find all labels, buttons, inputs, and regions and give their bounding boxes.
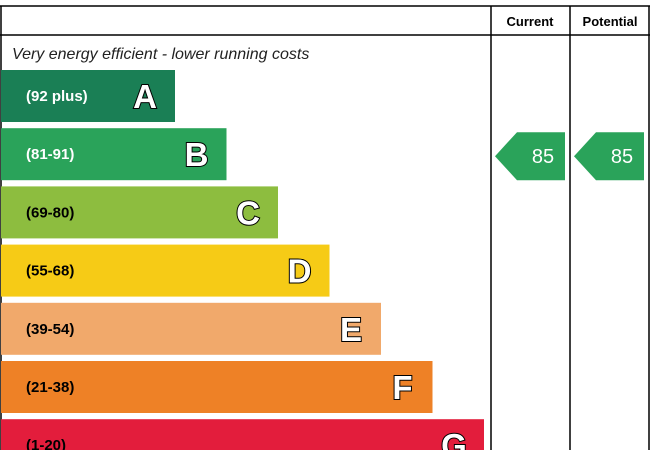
- efficiency-subtitle: Very energy efficient - lower running co…: [12, 46, 309, 63]
- band-f: (21-38) F: [1, 361, 433, 413]
- band-c-bar: [1, 186, 278, 239]
- band-c-letter: C: [236, 194, 260, 231]
- current-rating-value: 85: [532, 146, 554, 168]
- band-e-bar: [1, 302, 381, 355]
- potential-rating-marker: 85: [574, 132, 644, 181]
- band-f-range-label: (21-38): [26, 379, 74, 396]
- band-g: (1-20) G: [1, 419, 484, 450]
- current-rating-arrow: [495, 132, 565, 181]
- band-g-bar: [1, 419, 484, 450]
- potential-rating-value: 85: [611, 146, 633, 168]
- band-d-range-label: (55-68): [26, 263, 74, 280]
- band-c-range-label: (69-80): [26, 204, 74, 221]
- band-e: (39-54) E: [1, 302, 381, 355]
- current-column-header: Current: [507, 14, 555, 29]
- band-f-letter: F: [392, 369, 412, 406]
- band-a: (92 plus) A: [1, 70, 175, 122]
- band-d-bar: [1, 244, 330, 297]
- potential-rating-arrow: [574, 132, 644, 181]
- band-a-bar: [1, 70, 175, 122]
- band-g-letter: G: [441, 427, 467, 450]
- potential-column-header: Potential: [583, 14, 638, 29]
- band-f-bar: [1, 361, 433, 413]
- band-a-letter: A: [133, 78, 157, 115]
- band-e-letter: E: [340, 311, 362, 348]
- rating-bands: (92 plus) A (81-91) B (69-80) C (55-68) …: [1, 70, 484, 450]
- band-b-range-label: (81-91): [26, 146, 74, 163]
- band-d: (55-68) D: [1, 244, 330, 297]
- band-c: (69-80) C: [1, 186, 278, 239]
- band-a-range-label: (92 plus): [26, 88, 88, 105]
- band-b-letter: B: [185, 136, 209, 173]
- band-b: (81-91) B: [1, 128, 227, 181]
- band-b-bar: [1, 128, 227, 181]
- band-d-letter: D: [288, 253, 312, 290]
- current-rating-marker: 85: [495, 132, 565, 181]
- band-e-range-label: (39-54): [26, 321, 74, 338]
- band-g-range-label: (1-20): [26, 437, 66, 450]
